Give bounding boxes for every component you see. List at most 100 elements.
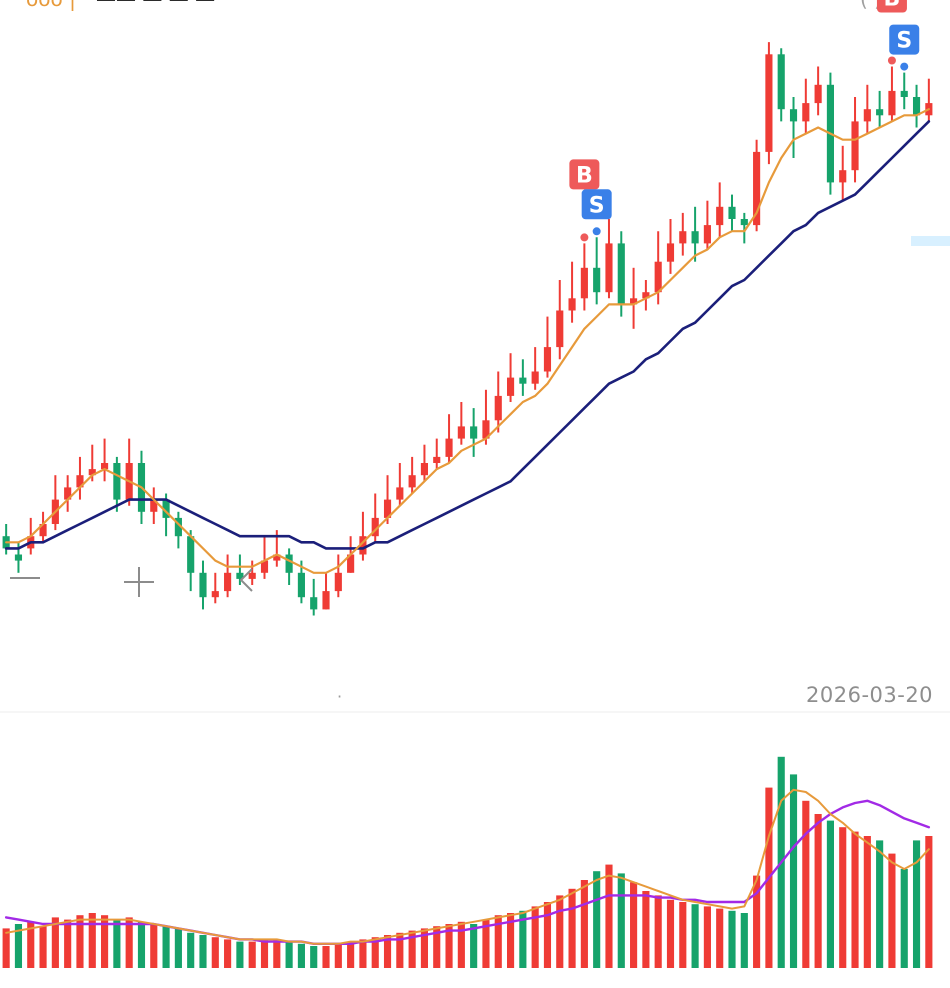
buy-badge <box>569 159 600 190</box>
candle-up <box>39 524 47 537</box>
volume-bar-up <box>334 943 342 968</box>
volume-bar-up <box>322 946 330 968</box>
volume-bar-up <box>51 917 59 968</box>
candle-down <box>740 219 748 226</box>
volume-bar-up <box>359 939 367 968</box>
volume-bar-up <box>666 899 675 968</box>
volume-bar-up <box>27 921 35 968</box>
candle-up <box>482 420 490 439</box>
volume-bar-up <box>506 913 515 968</box>
candle-down <box>876 109 884 116</box>
candle-down <box>14 554 23 561</box>
volume-bar-up <box>642 891 650 968</box>
candle-up <box>260 560 269 573</box>
volume-bar-down <box>297 943 305 968</box>
signal-dot <box>900 62 909 71</box>
candle-down <box>777 54 785 110</box>
volume-bar-up <box>224 939 232 968</box>
buy-signal[interactable]: B <box>569 159 600 242</box>
candle-up <box>605 243 613 293</box>
volume-bar-up <box>211 937 219 968</box>
volume-ma-short-line <box>5 788 930 945</box>
volume-bar-up <box>433 926 441 968</box>
candle-up <box>101 463 109 470</box>
volume-bar-up <box>494 915 502 968</box>
x-axis-end-label: 2026-03-20 <box>806 683 933 707</box>
candle-down <box>285 554 293 573</box>
candle-up <box>716 206 724 226</box>
volume-bar-up <box>543 902 552 968</box>
ma-short-line <box>5 108 930 574</box>
crosshair-marker[interactable] <box>124 567 154 597</box>
candle-up <box>839 170 847 183</box>
volume-bar-up <box>802 800 810 968</box>
volume-bar-down <box>728 910 736 968</box>
candle-down <box>789 109 798 122</box>
candle-down <box>912 97 921 116</box>
volume-bar-up <box>580 880 588 968</box>
candle-up <box>654 261 662 293</box>
volume-bar-up <box>925 836 933 968</box>
candle-up <box>224 572 232 592</box>
candle-up <box>666 243 675 262</box>
signal-label: B <box>576 163 593 188</box>
volume-bar-up <box>371 937 379 968</box>
candle-down <box>113 463 121 500</box>
candle-down <box>728 206 736 219</box>
volume-bar-up <box>839 827 847 968</box>
volume-bar-up <box>260 939 269 968</box>
candle-up <box>322 591 330 610</box>
candle-up <box>703 225 711 244</box>
volume-bar-down <box>236 941 244 968</box>
candle-down <box>199 572 207 598</box>
price-panel <box>2 42 933 616</box>
volume-bar-up <box>383 935 392 968</box>
volume-bar-up <box>420 928 429 968</box>
candle-up <box>211 591 219 598</box>
volume-bar-up <box>556 895 564 968</box>
volume-bar-up <box>531 906 539 968</box>
volume-bar-up <box>88 913 96 968</box>
candle-up <box>420 463 429 476</box>
candle-up <box>642 292 650 299</box>
candle-down <box>593 267 601 293</box>
volume-bar-down <box>137 921 146 968</box>
volume-bar-up <box>851 831 859 968</box>
volume-bar-up <box>125 917 133 968</box>
candle-up <box>814 84 822 104</box>
candle-up <box>851 121 859 171</box>
volume-bar-down <box>826 820 834 968</box>
candle-down <box>162 499 170 518</box>
price-tag <box>911 236 950 246</box>
candle-up <box>531 371 539 384</box>
candle-down <box>900 90 908 97</box>
chevron-left-icon[interactable] <box>239 568 253 592</box>
candle-up <box>88 469 96 476</box>
candle-up <box>150 499 158 512</box>
volume-bar-up <box>101 915 109 968</box>
candle-up <box>396 487 404 500</box>
volume-bar-up <box>2 928 10 968</box>
volume-bar-down <box>912 840 921 968</box>
volume-bar-up <box>64 919 72 968</box>
volume-bar-up <box>716 908 724 968</box>
svg-text:—— — — —: —— — — — <box>96 0 215 11</box>
signal-dot <box>580 233 589 242</box>
volume-bar-up <box>605 864 613 968</box>
buy-signal[interactable]: B <box>876 0 907 65</box>
volume-bar-up <box>76 915 84 968</box>
signal-dot <box>887 56 896 65</box>
volume-bar-down <box>876 840 884 968</box>
candle-up <box>568 298 576 311</box>
candle-up <box>543 347 552 372</box>
sell-signal[interactable]: S <box>889 24 920 71</box>
volume-bar-down <box>519 910 527 968</box>
volume-bar-up <box>753 875 761 968</box>
volume-bar-up <box>679 902 687 968</box>
buy-badge <box>876 0 907 13</box>
volume-panel <box>2 756 933 968</box>
candle-up <box>679 231 687 244</box>
sell-signal[interactable]: S <box>581 189 612 236</box>
volume-bar-down <box>617 873 625 968</box>
